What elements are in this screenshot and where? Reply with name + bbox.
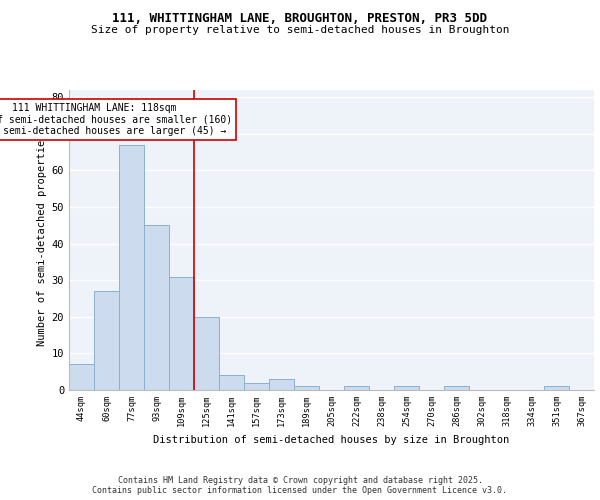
Text: Contains public sector information licensed under the Open Government Licence v3: Contains public sector information licen… <box>92 486 508 495</box>
Bar <box>169 276 194 390</box>
Bar <box>219 376 244 390</box>
Bar <box>194 317 219 390</box>
Text: 111 WHITTINGHAM LANE: 118sqm
← 76% of semi-detached houses are smaller (160)
21%: 111 WHITTINGHAM LANE: 118sqm ← 76% of se… <box>0 103 232 136</box>
Bar <box>69 364 94 390</box>
Bar <box>144 226 169 390</box>
Bar <box>544 386 569 390</box>
X-axis label: Distribution of semi-detached houses by size in Broughton: Distribution of semi-detached houses by … <box>154 434 509 444</box>
Bar <box>344 386 369 390</box>
Bar <box>294 386 319 390</box>
Text: 111, WHITTINGHAM LANE, BROUGHTON, PRESTON, PR3 5DD: 111, WHITTINGHAM LANE, BROUGHTON, PRESTO… <box>113 12 487 26</box>
Bar <box>94 291 119 390</box>
Text: Size of property relative to semi-detached houses in Broughton: Size of property relative to semi-detach… <box>91 25 509 35</box>
Bar <box>119 145 144 390</box>
Text: Contains HM Land Registry data © Crown copyright and database right 2025.: Contains HM Land Registry data © Crown c… <box>118 476 482 485</box>
Y-axis label: Number of semi-detached properties: Number of semi-detached properties <box>37 134 47 346</box>
Bar <box>269 379 294 390</box>
Bar <box>444 386 469 390</box>
Bar <box>394 386 419 390</box>
Bar <box>244 382 269 390</box>
